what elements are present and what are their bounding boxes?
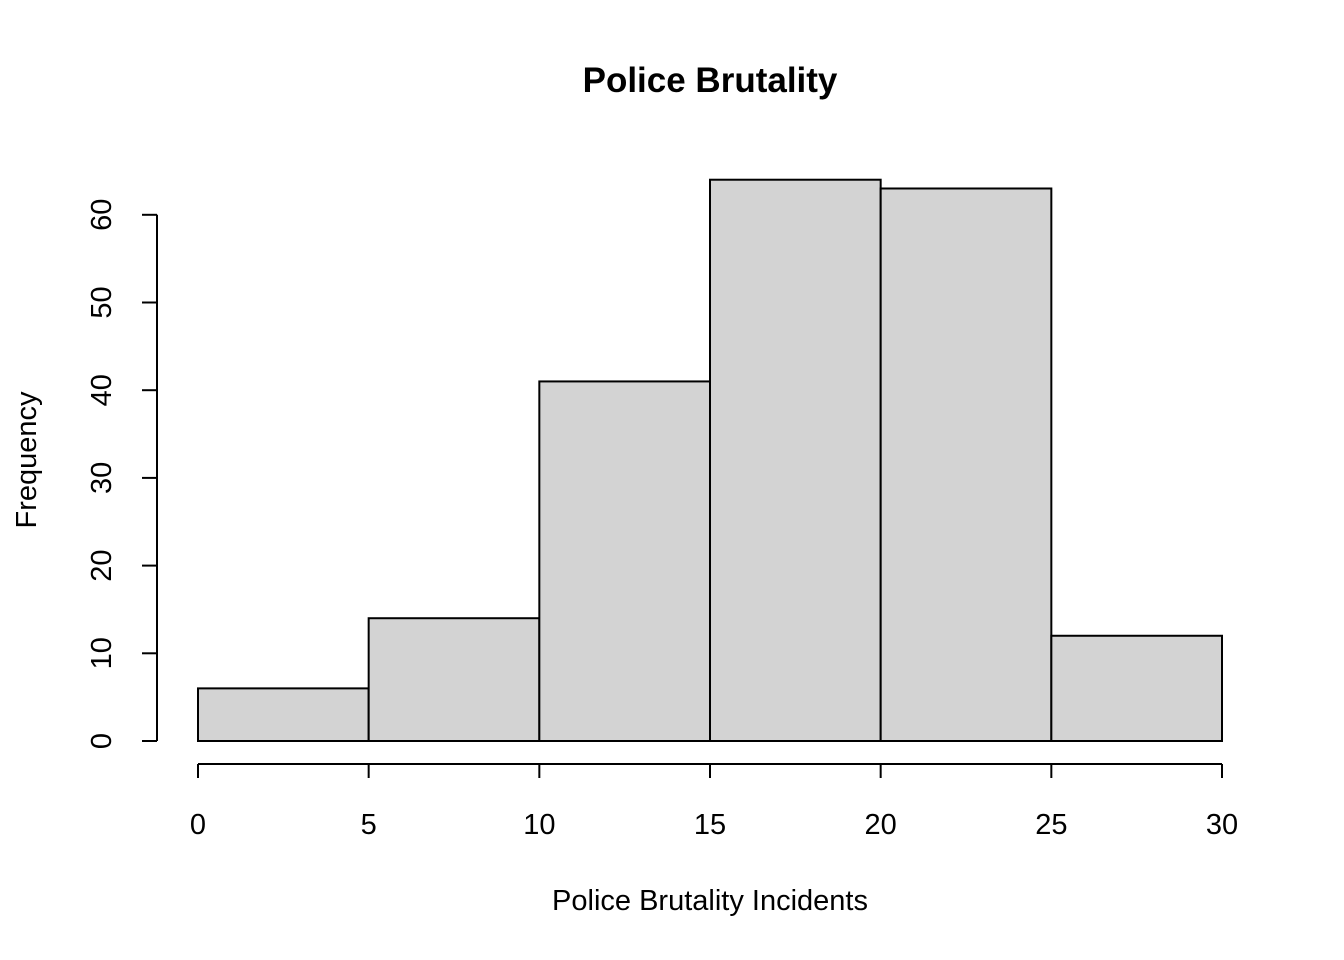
- y-axis-label: Frequency: [11, 391, 43, 529]
- y-tick-label: 0: [86, 733, 118, 749]
- x-tick-label: 30: [1206, 809, 1238, 841]
- y-tick-label: 40: [86, 374, 118, 406]
- y-tick-label: 60: [86, 199, 118, 231]
- chart-title: Police Brutality: [583, 61, 838, 100]
- x-tick-label: 15: [694, 809, 726, 841]
- histogram-bar: [197, 687, 370, 743]
- y-axis: 0 10 20 30 40 50 60: [86, 199, 158, 749]
- x-axis: 0 5 10 15 20 25 30: [190, 763, 1238, 841]
- histogram-bar: [538, 380, 711, 742]
- histogram-bar: [879, 187, 1053, 743]
- y-tick-label: 10: [86, 637, 118, 669]
- histogram-bar: [1050, 634, 1224, 743]
- y-tick-label: 50: [86, 286, 118, 318]
- y-tick-label: 20: [86, 549, 118, 581]
- x-tick-label: 10: [523, 809, 555, 841]
- x-tick-label: 5: [361, 809, 377, 841]
- bars-group: [197, 178, 1224, 743]
- x-tick-label: 0: [190, 809, 206, 841]
- x-tick-label: 20: [865, 809, 897, 841]
- histogram-bar: [709, 178, 882, 743]
- x-axis-label: Police Brutality Incidents: [552, 885, 868, 917]
- y-tick-label: 30: [86, 462, 118, 494]
- histogram-bar: [367, 617, 541, 742]
- x-tick-label: 25: [1035, 809, 1067, 841]
